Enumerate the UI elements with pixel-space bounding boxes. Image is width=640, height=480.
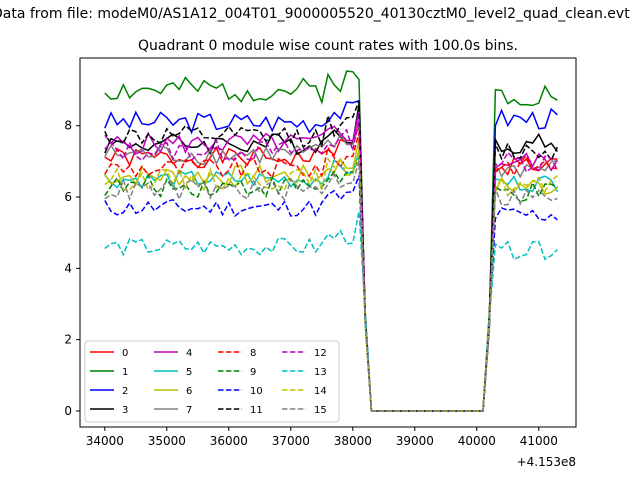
y-axis-ticks: 0 2 4 6 8 — [64, 119, 80, 418]
legend-label-9: 9 — [250, 367, 256, 378]
x-tick-label: 41000 — [520, 434, 558, 448]
legend-label-15: 15 — [314, 405, 327, 416]
axes-frame — [79, 57, 577, 428]
x-tick-label: 38000 — [334, 434, 372, 448]
x-tick-label: 39000 — [396, 434, 434, 448]
legend-label-12: 12 — [314, 348, 327, 359]
x-offset-label: +4.153e8 — [517, 455, 576, 469]
series-lines — [104, 70, 559, 412]
y-tick-label: 4 — [64, 261, 72, 275]
legend-label-11: 11 — [250, 405, 263, 416]
legend-label-6: 6 — [186, 386, 192, 397]
legend-label-1: 1 — [122, 367, 128, 378]
legend-label-3: 3 — [122, 405, 128, 416]
x-tick-label: 35000 — [148, 434, 186, 448]
series-line-15 — [104, 161, 558, 412]
legend-label-0: 0 — [122, 348, 128, 359]
y-tick-label: 6 — [64, 190, 72, 204]
legend-box — [84, 340, 340, 423]
series-line-10 — [104, 175, 558, 412]
x-tick-label: 40000 — [458, 434, 496, 448]
legend-label-14: 14 — [314, 386, 327, 397]
legend-label-7: 7 — [186, 405, 192, 416]
x-tick-label: 36000 — [210, 434, 248, 448]
legend-label-10: 10 — [250, 386, 263, 397]
legend-label-2: 2 — [122, 386, 128, 397]
legend-label-13: 13 — [314, 367, 327, 378]
legend-label-8: 8 — [250, 348, 256, 359]
x-axis-ticks: 34000 35000 36000 37000 38000 39000 40000 41000 — [86, 427, 558, 448]
x-tick-label: 37000 — [272, 434, 310, 448]
figure-suptitle: Data from file: modeM0/AS1A12_004T01_900… — [0, 6, 630, 22]
legend-label-5: 5 — [186, 367, 192, 378]
y-tick-label: 8 — [64, 119, 72, 133]
chart-title: Quadrant 0 module wise count rates with … — [138, 38, 518, 54]
y-tick-label: 0 — [64, 404, 72, 418]
x-tick-label: 34000 — [86, 434, 124, 448]
y-tick-label: 2 — [64, 333, 72, 347]
legend-label-4: 4 — [186, 348, 192, 359]
